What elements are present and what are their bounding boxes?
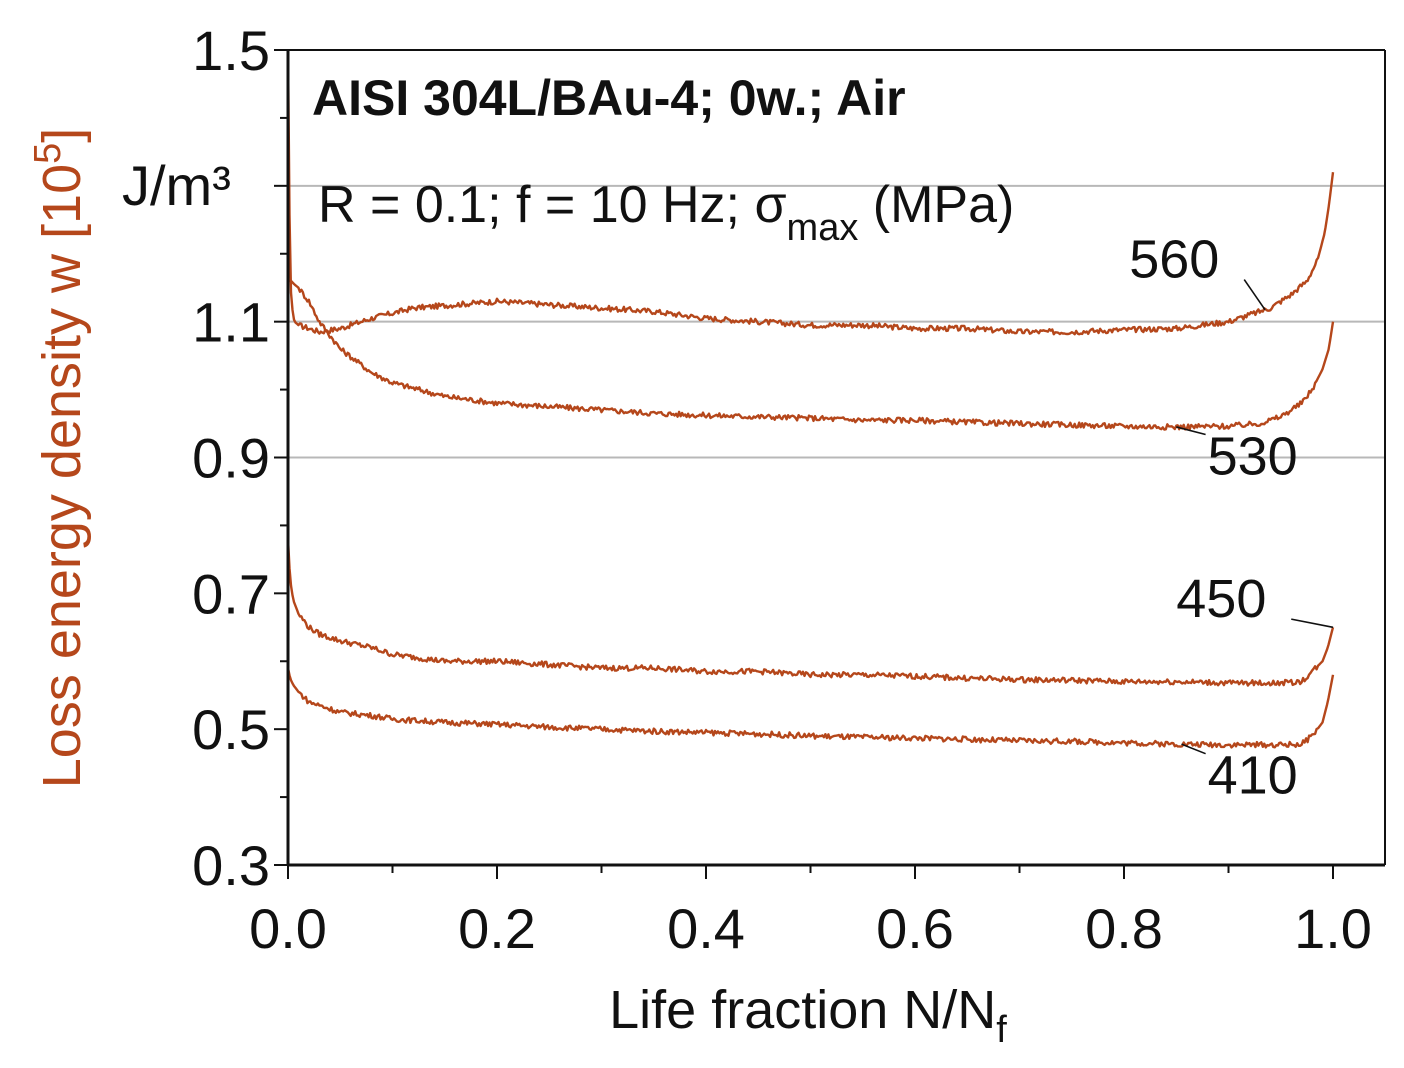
annotation-leader-530 [1176, 426, 1206, 436]
subtitle-prefix: R = 0.1; f = 10 Hz; [318, 176, 754, 234]
y-axis-title: Loss energy density w [105] [27, 128, 92, 789]
subtitle-sigma: σ [754, 176, 786, 234]
chart-subtitle: R = 0.1; f = 10 Hz; σmax (MPa) [318, 176, 1014, 249]
x-tick-label-0.4: 0.4 [667, 897, 745, 960]
annotation-label-560: 560 [1129, 230, 1219, 290]
series-line-410 [286, 667, 1335, 749]
chart-title: AISI 304L/BAu-4; 0w.; Air [312, 70, 906, 126]
series-line-450 [286, 538, 1335, 687]
series-line-560 [286, 49, 1335, 336]
series-line-530 [288, 279, 1335, 431]
y-tick-label-1.1: 1.1 [192, 291, 270, 354]
annotation-leader-410 [1181, 743, 1206, 755]
annotation-label-530: 530 [1208, 426, 1298, 486]
annotation-label-450: 450 [1176, 569, 1266, 629]
x-axis-title-main: Life fraction N/N [609, 980, 996, 1040]
y-tick-label-0.5: 0.5 [192, 698, 270, 761]
subtitle-suffix: (MPa) [858, 176, 1014, 234]
axes [274, 49, 1386, 879]
annotation-leader-560 [1243, 279, 1266, 311]
y-axis-title-end: ] [32, 128, 92, 143]
x-axis-title-sub: f [996, 1009, 1007, 1051]
y-axis-title-main: Loss energy density w [10 [32, 164, 92, 788]
x-tick-label-1.0: 1.0 [1294, 897, 1372, 960]
x-tick-label-0.8: 0.8 [1085, 897, 1163, 960]
y-tick-label-0.3: 0.3 [192, 834, 270, 897]
y-tick-label-0.7: 0.7 [192, 562, 270, 625]
y-tick-label-1.5: 1.5 [192, 19, 270, 82]
annotation-leader-450 [1291, 618, 1334, 629]
x-tick-label-0.2: 0.2 [458, 897, 536, 960]
y-tick-label-0.9: 0.9 [192, 427, 270, 490]
x-tick-label-0.6: 0.6 [876, 897, 954, 960]
x-axis-title: Life fraction N/Nf [609, 980, 1007, 1051]
series-annotations: 560 530 450 410 [1129, 230, 1334, 806]
x-tick-label-0.0: 0.0 [249, 897, 327, 960]
y-axis-title-sup: 5 [27, 143, 69, 164]
gridlines [288, 184, 1385, 459]
y-unit-label: J/m³ [122, 154, 231, 217]
subtitle-sub: max [787, 207, 859, 249]
annotation-label-410: 410 [1208, 746, 1298, 806]
tick-labels: 0.3 0.5 0.7 0.9 1.1 1.5 0.0 0.2 0.4 0.6 0.8 1.0 [192, 19, 1372, 960]
series-group [286, 49, 1335, 749]
